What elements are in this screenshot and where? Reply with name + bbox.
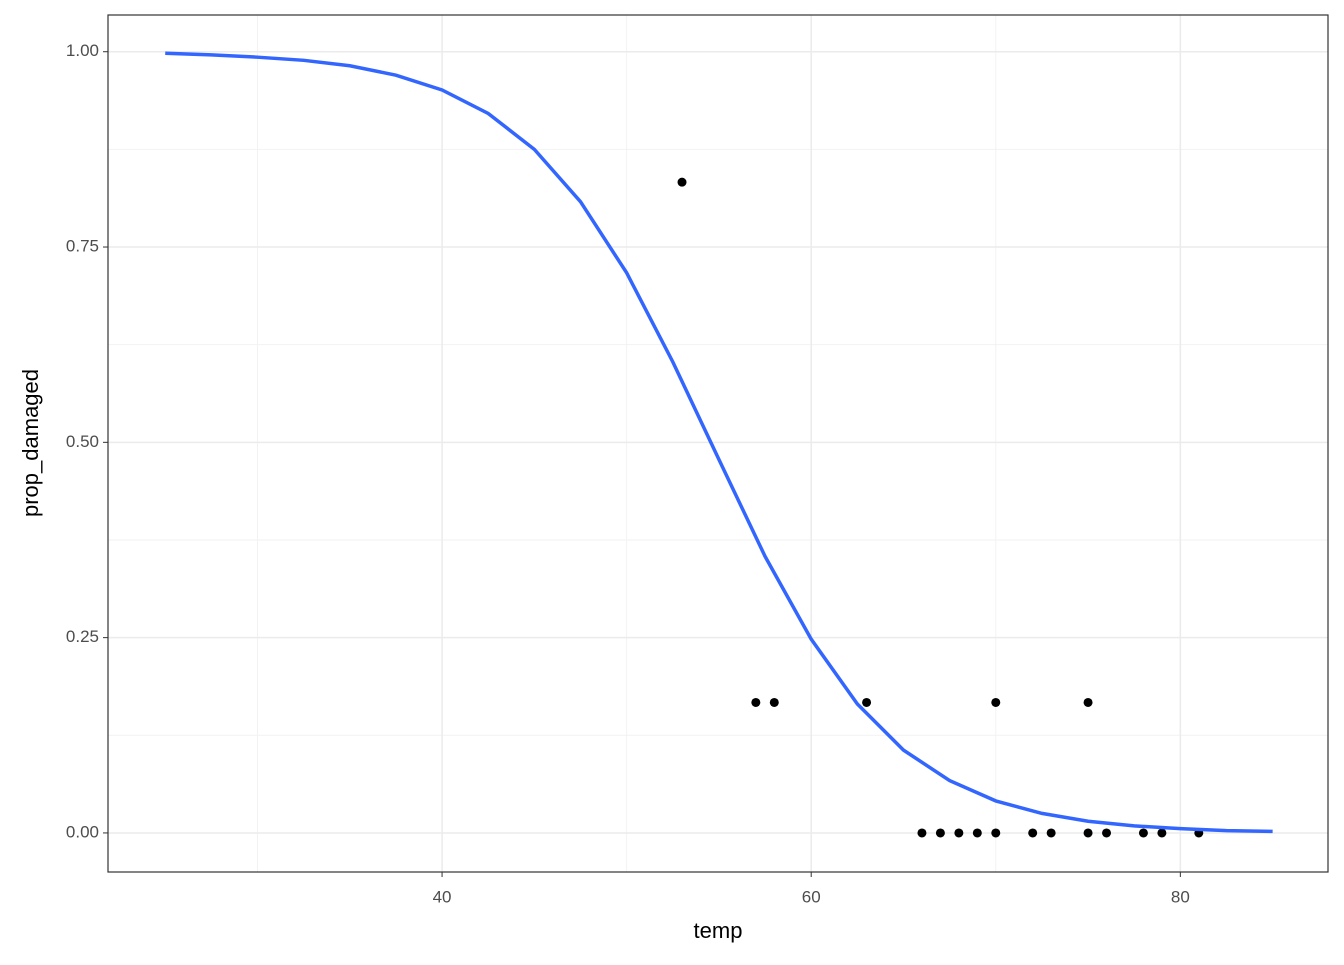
point — [917, 828, 927, 838]
point — [751, 697, 761, 707]
point — [769, 697, 779, 707]
point — [935, 828, 945, 838]
y-tick-label: 0.50 — [66, 432, 99, 451]
y-axis-title: prop_damaged — [18, 369, 43, 517]
x-tick-label: 40 — [433, 887, 452, 906]
point — [1028, 828, 1038, 838]
point — [972, 828, 982, 838]
point — [1138, 828, 1148, 838]
x-tick-label: 60 — [802, 887, 821, 906]
point — [991, 828, 1001, 838]
y-tick-label: 0.25 — [66, 627, 99, 646]
point — [1083, 697, 1093, 707]
fit-line — [165, 51, 1273, 834]
x-tick-label: 80 — [1171, 887, 1190, 906]
x-axis-title: temp — [694, 918, 743, 943]
point — [1046, 828, 1056, 838]
y-tick-label: 0.75 — [66, 237, 99, 256]
panel-border — [107, 14, 1329, 873]
point — [1102, 828, 1112, 838]
y-tick-label: 1.00 — [66, 41, 99, 60]
point — [1083, 828, 1093, 838]
point — [991, 697, 1001, 707]
point — [677, 177, 687, 187]
point — [862, 697, 872, 707]
point — [1157, 828, 1167, 838]
y-tick-label: 0.00 — [66, 822, 99, 841]
point — [954, 828, 964, 838]
